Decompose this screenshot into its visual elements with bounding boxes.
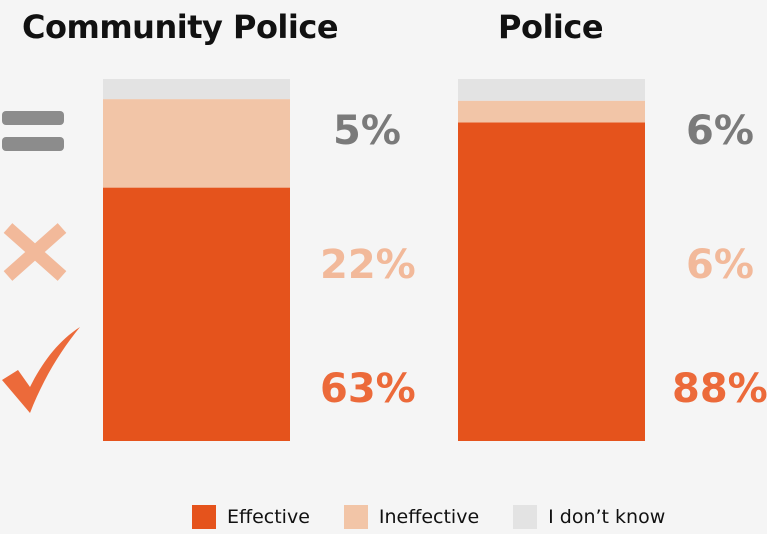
segment-effective-police xyxy=(458,122,645,441)
legend-item-dont-know: I don’t know xyxy=(513,505,665,529)
segment-effective-community-police xyxy=(103,187,290,441)
data-label-dont-know-community-police: 5% xyxy=(333,108,401,154)
chart-title-community-police: Community Police xyxy=(22,8,339,46)
segment-ineffective-police xyxy=(458,100,645,123)
segment-ineffective-community-police xyxy=(103,99,290,188)
legend-label-dont-know: I don’t know xyxy=(548,506,666,528)
legend-label-ineffective: Ineffective xyxy=(378,506,480,528)
equals-icon xyxy=(2,111,64,151)
stacked-bar-police xyxy=(458,79,645,441)
legend-swatch-ineffective xyxy=(343,505,368,529)
legend: Effective Ineffective I don’t know xyxy=(192,505,699,529)
data-label-ineffective-police: 6% xyxy=(686,242,754,288)
data-label-ineffective-community-police: 22% xyxy=(320,242,416,288)
legend-item-effective: Effective xyxy=(192,505,310,529)
legend-label-effective: Effective xyxy=(227,506,310,528)
stacked-bar-community-police xyxy=(103,79,290,441)
legend-item-ineffective: Ineffective xyxy=(343,505,480,529)
data-label-dont-know-police: 6% xyxy=(686,108,754,154)
cross-icon xyxy=(3,223,67,281)
data-label-effective-police: 88% xyxy=(672,366,767,412)
legend-swatch-effective xyxy=(192,505,216,529)
check-icon xyxy=(2,327,80,413)
legend-swatch-dont-know xyxy=(513,505,538,529)
segment-dont-know-police xyxy=(458,79,645,101)
data-label-effective-community-police: 63% xyxy=(320,366,416,412)
chart-title-police: Police xyxy=(498,8,604,46)
segment-dont-know-community-police xyxy=(103,79,290,100)
